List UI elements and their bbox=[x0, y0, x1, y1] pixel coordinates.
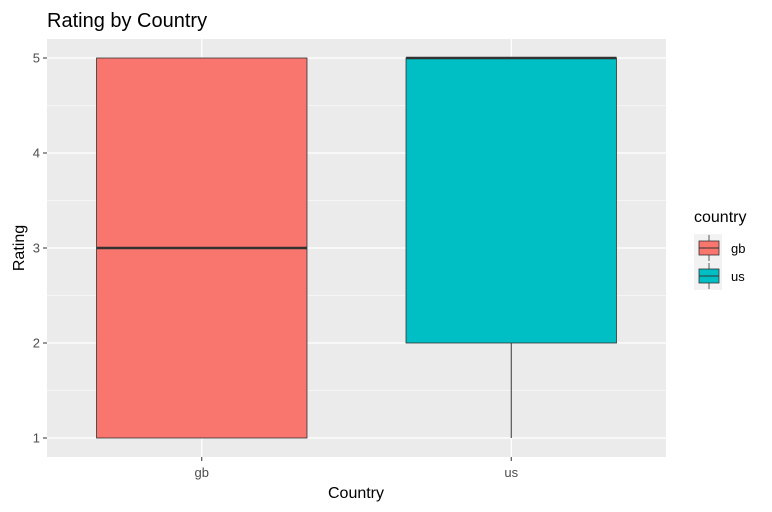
x-tick-label: gb bbox=[195, 465, 209, 480]
legend-label: gb bbox=[731, 241, 745, 256]
box-body bbox=[405, 57, 617, 344]
boxes bbox=[96, 56, 617, 439]
x-axis-title: Country bbox=[328, 485, 384, 502]
y-axis: 1 2 3 4 5 bbox=[33, 51, 47, 446]
x-axis: gb us bbox=[195, 457, 519, 480]
box-gb bbox=[96, 57, 308, 439]
y-tick-label: 4 bbox=[33, 146, 40, 161]
y-tick-label: 1 bbox=[33, 431, 40, 446]
legend: country gb us bbox=[694, 209, 746, 290]
box-us bbox=[405, 56, 617, 438]
y-axis-title: Rating bbox=[11, 225, 28, 271]
chart-title: Rating by Country bbox=[47, 10, 207, 32]
legend-title: country bbox=[694, 209, 746, 226]
x-tick-label: us bbox=[504, 465, 518, 480]
legend-entry-gb: gb bbox=[698, 235, 745, 261]
legend-label: us bbox=[731, 269, 745, 284]
y-tick-label: 3 bbox=[33, 241, 40, 256]
legend-entry-us: us bbox=[698, 263, 745, 289]
y-tick-label: 5 bbox=[33, 51, 40, 66]
y-tick-label: 2 bbox=[33, 336, 40, 351]
